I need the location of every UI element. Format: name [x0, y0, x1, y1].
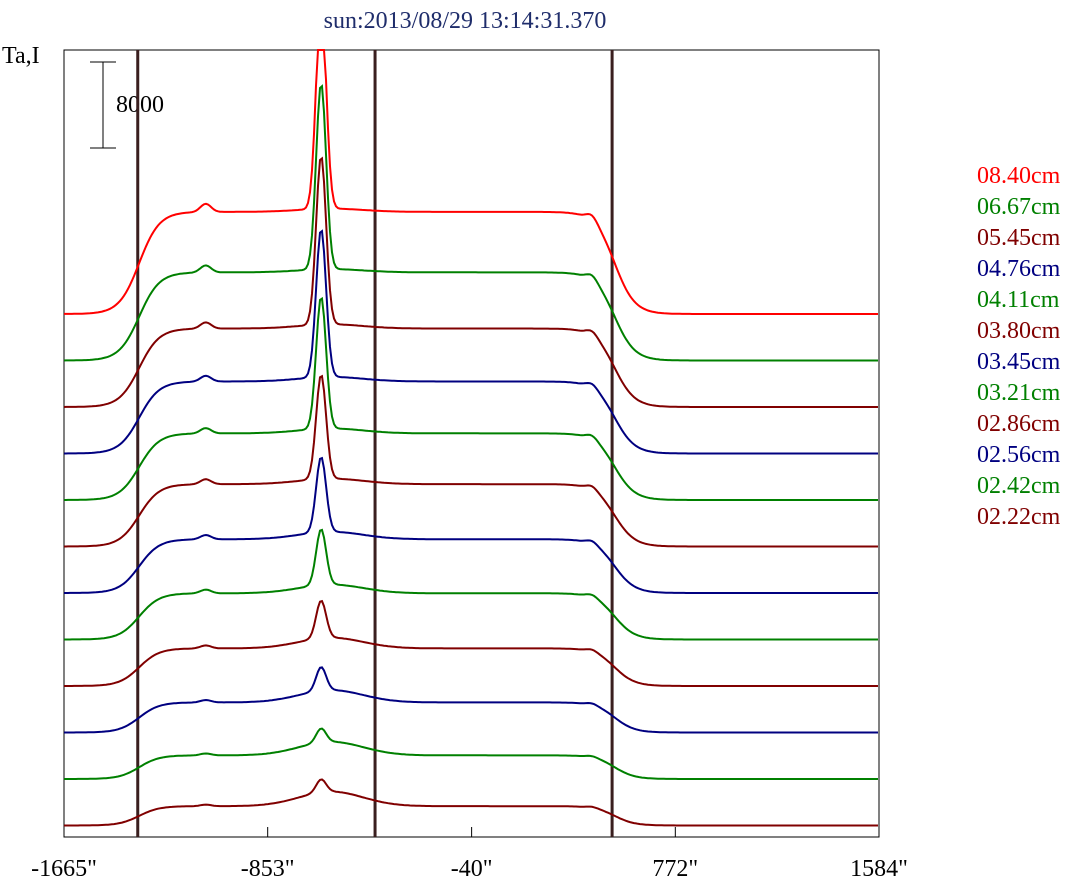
legend-entry-03.45cm: 03.45cm — [977, 349, 1061, 375]
legend-entry-02.42cm: 02.42cm — [977, 473, 1061, 499]
series-line-04.76cm — [64, 229, 878, 455]
series-line-03.45cm — [64, 456, 878, 594]
legend-entry-05.45cm: 05.45cm — [977, 225, 1061, 251]
y-axis-label: Ta,I — [2, 43, 40, 69]
legend: 08.40cm 06.67cm 05.45cm 04.76cm 04.11cm 03.80… — [977, 163, 1061, 530]
x-tick-label-3: 772" — [652, 856, 698, 882]
legend-entry-03.80cm: 03.80cm — [977, 318, 1061, 344]
series-line-04.11cm — [64, 296, 878, 501]
legend-entry-04.76cm: 04.76cm — [977, 256, 1061, 282]
x-axis-ticks: -1665" -853" -40" 772" 1584" — [31, 827, 908, 882]
legend-entry-04.11cm: 04.11cm — [977, 287, 1060, 313]
x-tick-label-0: -1665" — [31, 856, 97, 882]
plot-frame — [63, 49, 880, 838]
series-line-03.21cm — [64, 528, 878, 641]
legend-entry-02.56cm: 02.56cm — [977, 442, 1061, 468]
series-line-03.80cm — [64, 374, 878, 548]
legend-entry-02.22cm: 02.22cm — [977, 504, 1061, 530]
legend-entry-02.86cm: 02.86cm — [977, 411, 1061, 437]
series-line-05.45cm — [63, 156, 878, 408]
x-tick-label-4: 1584" — [850, 856, 908, 882]
legend-entry-08.40cm: 08.40cm — [977, 163, 1061, 189]
series-lines — [63, 49, 878, 827]
series-line-06.67cm — [63, 84, 878, 362]
legend-entry-03.21cm: 03.21cm — [977, 380, 1061, 406]
chart-title: sun:2013/08/29 13:14:31.370 — [324, 8, 607, 34]
scale-bar: 8000 — [90, 61, 164, 149]
series-line-02.42cm — [64, 727, 878, 780]
x-tick-label-2: -40" — [451, 856, 493, 882]
scale-bar-label: 8000 — [116, 92, 164, 118]
series-line-08.40cm — [64, 49, 878, 315]
vertical-markers — [136, 50, 614, 837]
series-line-02.22cm — [64, 778, 878, 827]
x-tick-label-1: -853" — [241, 856, 295, 882]
series-line-02.56cm — [64, 666, 878, 734]
series-line-02.86cm — [64, 599, 878, 687]
legend-entry-06.67cm: 06.67cm — [977, 194, 1061, 220]
